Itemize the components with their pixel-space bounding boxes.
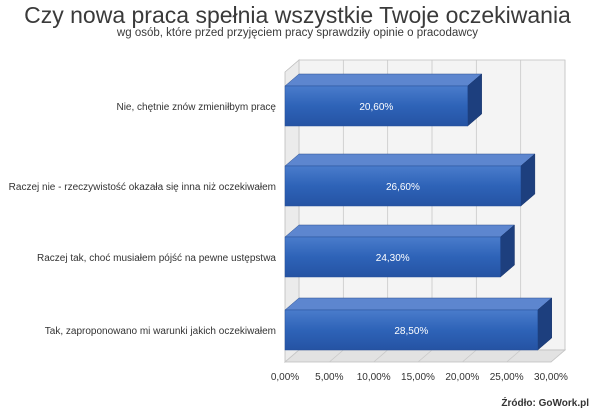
x-tick-label: 25,00% (490, 372, 524, 383)
bar-top (284, 73, 483, 87)
bar-top (284, 224, 516, 238)
bar (284, 165, 522, 207)
gridline-floor (284, 349, 300, 363)
chart-title: Czy nowa praca spełnia wszystkie Twoje o… (24, 2, 571, 28)
x-tick-label: 15,00% (401, 372, 435, 383)
category-label: Tak, zaproponowano mi warunki jakich ocz… (45, 326, 276, 337)
bar-value-label: 24,30% (376, 253, 410, 264)
bar (284, 85, 468, 127)
x-tick-label: 20,00% (445, 372, 479, 383)
bar-top (284, 297, 553, 311)
category-label: Raczej nie - rzeczywistość okazała się i… (9, 182, 276, 193)
gridline-floor (373, 349, 388, 363)
gridline-floor (329, 349, 344, 363)
gridline-floor (506, 349, 521, 363)
category-label: Raczej tak, choć musiałem pójść na pewne… (37, 253, 276, 264)
x-tick-label: 5,00% (315, 372, 343, 383)
x-tick-label: 30,00% (534, 372, 568, 383)
gridline-floor (462, 349, 477, 363)
chart-subtitle: wg osób, które przed przyjęciem pracy sp… (116, 27, 479, 39)
bar-value-label: 28,50% (394, 326, 428, 337)
source-note: Źródło: GoWork.pl (501, 398, 589, 409)
bar (284, 236, 501, 278)
bar-top (284, 153, 536, 167)
bar (284, 309, 538, 351)
gridline-floor (417, 349, 433, 363)
bar-value-label: 20,60% (359, 102, 393, 113)
category-label: Nie, chętnie znów zmieniłbym pracę (116, 102, 276, 113)
x-tick-label: 10,00% (357, 372, 391, 383)
bar-value-label: 26,60% (386, 182, 420, 193)
gridline-floor (550, 349, 566, 363)
x-tick-label: 0,00% (271, 372, 299, 383)
